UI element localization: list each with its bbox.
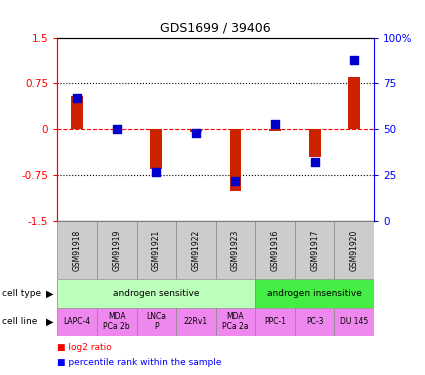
- Bar: [230, 129, 241, 190]
- Text: androgen insensitive: androgen insensitive: [267, 289, 362, 298]
- Bar: [150, 129, 162, 169]
- Bar: [136, 221, 176, 279]
- Bar: [295, 221, 334, 279]
- Bar: [334, 221, 374, 279]
- Bar: [97, 221, 136, 279]
- Point: [272, 121, 278, 127]
- Text: MDA
PCa 2a: MDA PCa 2a: [222, 312, 249, 331]
- Bar: [57, 221, 97, 279]
- Text: 22Rv1: 22Rv1: [184, 317, 208, 326]
- Text: GSM91916: GSM91916: [271, 230, 280, 271]
- Text: LNCa
P: LNCa P: [146, 312, 166, 331]
- Point: [193, 130, 199, 136]
- Text: GSM91919: GSM91919: [112, 230, 121, 271]
- Text: GSM91920: GSM91920: [350, 230, 359, 271]
- Bar: [269, 129, 281, 130]
- Text: GSM91921: GSM91921: [152, 230, 161, 271]
- Bar: [215, 221, 255, 279]
- Text: GSM91923: GSM91923: [231, 230, 240, 271]
- Point: [74, 95, 81, 101]
- Text: MDA
PCa 2b: MDA PCa 2b: [103, 312, 130, 331]
- Text: GSM91922: GSM91922: [191, 230, 201, 271]
- Point: [351, 57, 357, 63]
- Bar: [255, 308, 295, 336]
- Text: androgen sensitive: androgen sensitive: [113, 289, 200, 298]
- Text: cell type: cell type: [2, 289, 41, 298]
- Point: [232, 178, 239, 184]
- Point: [311, 159, 318, 165]
- Bar: [309, 129, 320, 157]
- Bar: [190, 129, 202, 132]
- Point: [113, 126, 120, 132]
- Text: cell line: cell line: [2, 317, 37, 326]
- Text: GSM91917: GSM91917: [310, 230, 319, 271]
- Bar: [57, 308, 97, 336]
- Bar: [176, 308, 215, 336]
- Text: ■ log2 ratio: ■ log2 ratio: [57, 342, 112, 351]
- Bar: [348, 77, 360, 129]
- Bar: [71, 96, 83, 129]
- Bar: [255, 221, 295, 279]
- Bar: [295, 308, 334, 336]
- Title: GDS1699 / 39406: GDS1699 / 39406: [160, 22, 271, 35]
- Bar: [57, 279, 255, 308]
- Text: PPC-1: PPC-1: [264, 317, 286, 326]
- Bar: [136, 308, 176, 336]
- Text: ▶: ▶: [46, 288, 54, 298]
- Text: DU 145: DU 145: [340, 317, 368, 326]
- Bar: [334, 308, 374, 336]
- Text: ■ percentile rank within the sample: ■ percentile rank within the sample: [57, 358, 222, 367]
- Text: PC-3: PC-3: [306, 317, 323, 326]
- Text: ▶: ▶: [46, 316, 54, 327]
- Point: [153, 169, 160, 175]
- Bar: [97, 308, 136, 336]
- Text: GSM91918: GSM91918: [73, 230, 82, 271]
- Bar: [215, 308, 255, 336]
- Bar: [176, 221, 215, 279]
- Bar: [255, 279, 374, 308]
- Text: LAPC-4: LAPC-4: [64, 317, 91, 326]
